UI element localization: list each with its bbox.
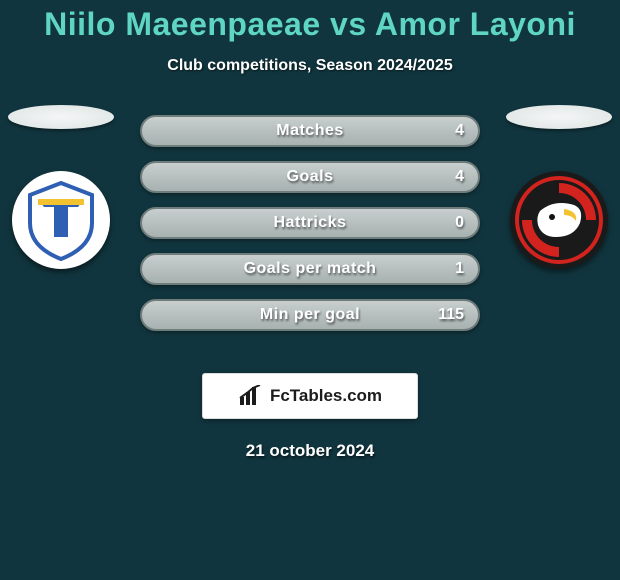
player-right-placeholder-icon xyxy=(506,105,612,129)
stat-value-right: 4 xyxy=(455,168,464,186)
stat-row: Hattricks 0 xyxy=(140,207,480,239)
date-label: 21 october 2024 xyxy=(0,441,620,461)
page-title: Niilo Maeenpaeae vs Amor Layoni xyxy=(0,0,620,43)
stat-row: Matches 4 xyxy=(140,115,480,147)
stat-row: Goals 4 xyxy=(140,161,480,193)
player-left-placeholder-icon xyxy=(8,105,114,129)
stat-row: Min per goal 115 xyxy=(140,299,480,331)
comparison-arena: Matches 4 Goals 4 Hattricks 0 Goals per match 1… xyxy=(0,115,620,355)
watermark-text: FcTables.com xyxy=(270,386,382,406)
player-right-column xyxy=(504,105,614,269)
bars-icon xyxy=(238,385,264,407)
stat-label: Matches xyxy=(276,122,344,140)
watermark: FcTables.com xyxy=(202,373,418,419)
stat-value-right: 115 xyxy=(438,306,464,324)
stat-label: Goals xyxy=(287,168,334,186)
stat-value-right: 4 xyxy=(455,122,464,140)
subtitle: Club competitions, Season 2024/2025 xyxy=(0,57,620,75)
stat-label: Min per goal xyxy=(260,306,360,324)
club-badge-right xyxy=(510,171,608,269)
stat-label: Hattricks xyxy=(274,214,347,232)
stat-label: Goals per match xyxy=(244,260,377,278)
stat-value-right: 0 xyxy=(455,214,464,232)
player-left-column xyxy=(6,105,116,269)
stats-list: Matches 4 Goals 4 Hattricks 0 Goals per match 1… xyxy=(140,115,480,345)
stat-row: Goals per match 1 xyxy=(140,253,480,285)
stat-value-right: 1 xyxy=(455,260,464,278)
club-badge-left xyxy=(12,171,110,269)
